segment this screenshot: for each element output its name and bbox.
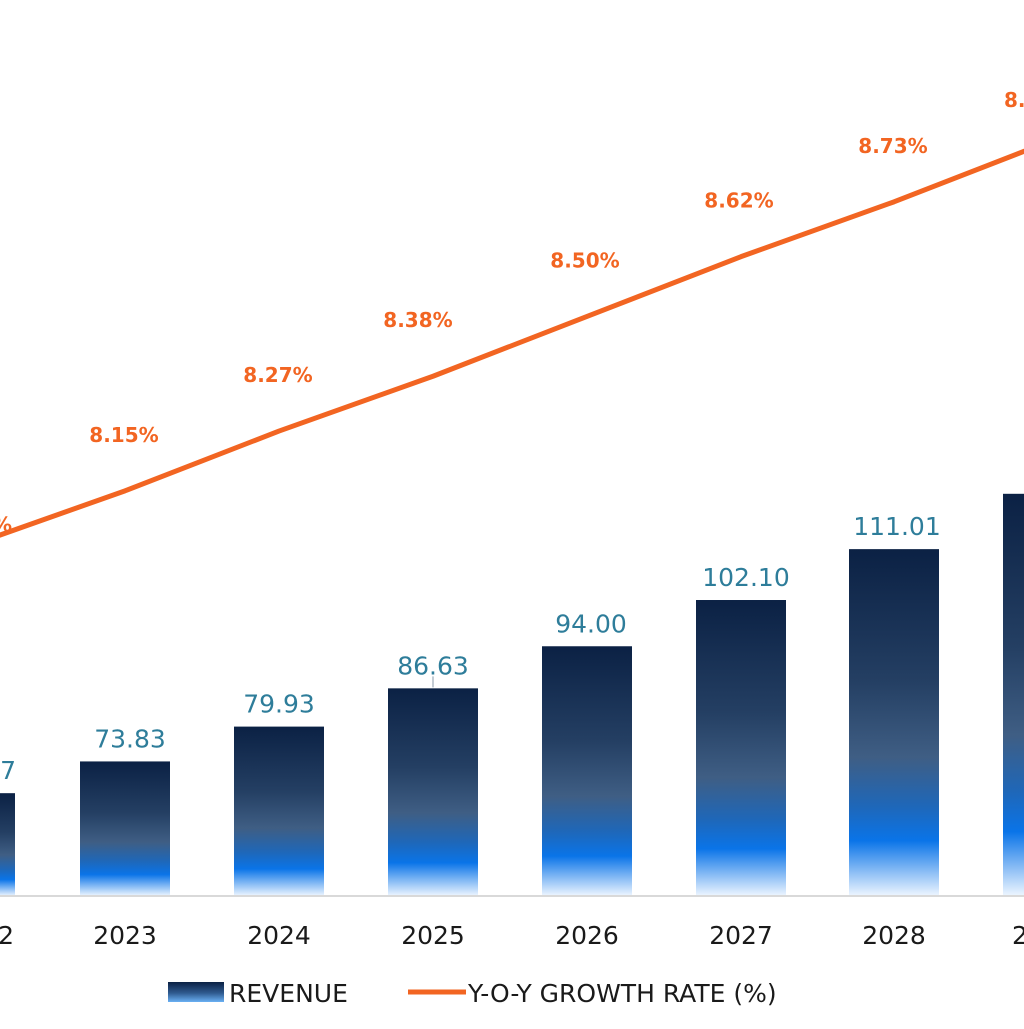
legend-revenue-swatch bbox=[168, 982, 224, 1002]
growth-value-label-2026: 8.50% bbox=[550, 248, 619, 272]
x-tick-label-2025: 2025 bbox=[401, 921, 465, 950]
growth-labels-layer: % 8.15% 8.27% 8.38% 8.50% 8.62% 8.73% 8. bbox=[0, 88, 1024, 537]
x-tick-label-2029: 2 bbox=[1012, 921, 1024, 950]
x-tick-label-2024: 2024 bbox=[247, 921, 311, 950]
x-tick-label-2028: 2028 bbox=[862, 921, 926, 950]
growth-rate-line bbox=[0, 148, 1024, 538]
x-tick-labels: 2 2023 2024 2025 2026 2027 2028 2 bbox=[0, 921, 1024, 950]
bar-value-label-2024: 79.93 bbox=[243, 690, 315, 719]
bars-layer bbox=[0, 493, 1024, 896]
growth-value-label-2027: 8.62% bbox=[704, 189, 773, 213]
growth-value-label-2028: 8.73% bbox=[858, 134, 927, 158]
bar-value-label-2022: 7 bbox=[0, 756, 16, 785]
bar-2029 bbox=[1003, 493, 1024, 896]
growth-value-label-2022: % bbox=[0, 513, 12, 537]
growth-value-label-2024: 8.27% bbox=[243, 363, 312, 387]
x-tick-label-2026: 2026 bbox=[555, 921, 619, 950]
growth-line-layer bbox=[0, 148, 1024, 538]
bar-value-label-2028: 111.01 bbox=[853, 512, 940, 541]
bar-2028 bbox=[849, 549, 939, 896]
growth-value-label-2025: 8.38% bbox=[383, 308, 452, 332]
bar-value-label-2023: 73.83 bbox=[94, 724, 166, 753]
legend-revenue-label: REVENUE bbox=[229, 979, 348, 1008]
bar-2026 bbox=[542, 646, 632, 896]
bar-2027 bbox=[696, 600, 786, 896]
bar-2024 bbox=[234, 726, 324, 896]
bar-2023 bbox=[80, 761, 170, 896]
x-tick-label-2027: 2027 bbox=[709, 921, 773, 950]
growth-value-label-2023: 8.15% bbox=[89, 423, 158, 447]
x-tick-label-2022: 2 bbox=[0, 921, 14, 950]
legend: REVENUE Y-O-Y GROWTH RATE (%) bbox=[168, 979, 777, 1008]
bar-value-label-2027: 102.10 bbox=[702, 563, 789, 592]
legend-growth-label: Y-O-Y GROWTH RATE (%) bbox=[467, 979, 777, 1008]
bar-2022 bbox=[0, 793, 15, 896]
growth-value-label-2029: 8. bbox=[1004, 88, 1024, 112]
bar-value-label-2025: 86.63 bbox=[397, 651, 469, 680]
bar-value-label-2026: 94.00 bbox=[555, 609, 627, 638]
x-tick-label-2023: 2023 bbox=[93, 921, 157, 950]
bar-2025 bbox=[388, 688, 478, 896]
